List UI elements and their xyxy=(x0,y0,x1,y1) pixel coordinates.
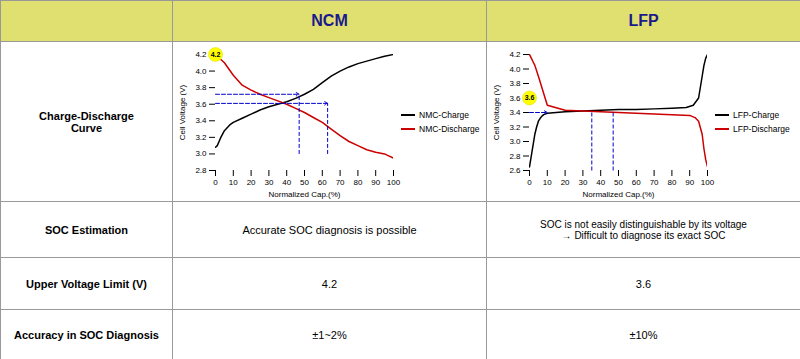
svg-text:100: 100 xyxy=(387,178,401,187)
html-text:NMC-Discharge: NMC-Discharge xyxy=(419,123,480,134)
html-text:±1~2%: ±1~2% xyxy=(312,328,347,341)
svg-text:80: 80 xyxy=(353,178,362,187)
svg-text:0: 0 xyxy=(527,178,532,187)
svg-text:70: 70 xyxy=(336,178,345,187)
svg-text:3.4: 3.4 xyxy=(195,116,207,125)
svg-text:70: 70 xyxy=(650,178,659,187)
svg-text:2.8: 2.8 xyxy=(509,151,521,160)
html-text:Accuracy in SOC Diagnosis: Accuracy in SOC Diagnosis xyxy=(14,328,159,341)
svg-text:3.6: 3.6 xyxy=(525,94,535,101)
html-text:4.2: 4.2 xyxy=(321,277,338,290)
svg-text:Normalized Cap.(%): Normalized Cap.(%) xyxy=(582,189,654,198)
svg-text:3.0: 3.0 xyxy=(509,137,521,146)
html-text:SOC is not easily distinguisha: SOC is not easily distinguishable by its… xyxy=(540,218,747,241)
svg-text:30: 30 xyxy=(578,178,587,187)
svg-text:50: 50 xyxy=(300,178,309,187)
svg-text:4.0: 4.0 xyxy=(509,64,521,73)
svg-text:40: 40 xyxy=(596,178,605,187)
svg-text:Normalized Cap.(%): Normalized Cap.(%) xyxy=(268,189,340,198)
svg-text:20: 20 xyxy=(247,178,256,187)
svg-text:100: 100 xyxy=(701,178,715,187)
svg-text:40: 40 xyxy=(282,178,291,187)
svg-text:60: 60 xyxy=(318,178,327,187)
svg-text:Cell Voltage (V): Cell Voltage (V) xyxy=(178,84,187,140)
html-text:NCM: NCM xyxy=(311,12,348,29)
svg-text:60: 60 xyxy=(632,178,641,187)
svg-text:3.6: 3.6 xyxy=(195,99,207,108)
svg-text:10: 10 xyxy=(229,178,238,187)
svg-text:10: 10 xyxy=(543,178,552,187)
svg-text:3.6: 3.6 xyxy=(509,93,521,102)
svg-text:3.2: 3.2 xyxy=(509,122,521,131)
svg-text:0: 0 xyxy=(213,178,218,187)
svg-text:3.8: 3.8 xyxy=(509,79,521,88)
svg-text:80: 80 xyxy=(667,178,676,187)
svg-text:90: 90 xyxy=(371,178,380,187)
svg-text:3.8: 3.8 xyxy=(195,83,207,92)
html-text:SOC Estimation: SOC Estimation xyxy=(44,223,129,236)
svg-text:4.2: 4.2 xyxy=(195,50,207,59)
html-text:LFP-Charge: LFP-Charge xyxy=(733,109,780,120)
svg-text:3.4: 3.4 xyxy=(509,108,521,117)
svg-text:30: 30 xyxy=(264,178,273,187)
html-text:±10%: ±10% xyxy=(629,328,658,341)
svg-text:4.2: 4.2 xyxy=(211,50,221,57)
html-text:3.6: 3.6 xyxy=(635,277,652,290)
html-text:Accurate SOC diagnosis is poss: Accurate SOC diagnosis is possible xyxy=(242,223,417,236)
html-text:NMC-Charge: NMC-Charge xyxy=(419,109,470,120)
svg-text:3.0: 3.0 xyxy=(195,149,207,158)
html-text:Charge-Discharge Curve: Charge-Discharge Curve xyxy=(39,109,134,134)
svg-text:20: 20 xyxy=(561,178,570,187)
svg-text:50: 50 xyxy=(614,178,623,187)
svg-text:3.2: 3.2 xyxy=(195,132,207,141)
svg-text:4.2: 4.2 xyxy=(509,50,521,59)
svg-text:Cell Voltage (V): Cell Voltage (V) xyxy=(492,84,501,140)
html-text:LFP-Discharge: LFP-Discharge xyxy=(733,123,790,134)
svg-text:2.8: 2.8 xyxy=(195,166,207,175)
svg-text:90: 90 xyxy=(685,178,694,187)
html-text:LFP: LFP xyxy=(628,12,659,29)
svg-text:4.0: 4.0 xyxy=(195,66,207,75)
html-text:Upper Voltage Limit (V): Upper Voltage Limit (V) xyxy=(26,277,147,290)
svg-text:2.6: 2.6 xyxy=(509,166,521,175)
